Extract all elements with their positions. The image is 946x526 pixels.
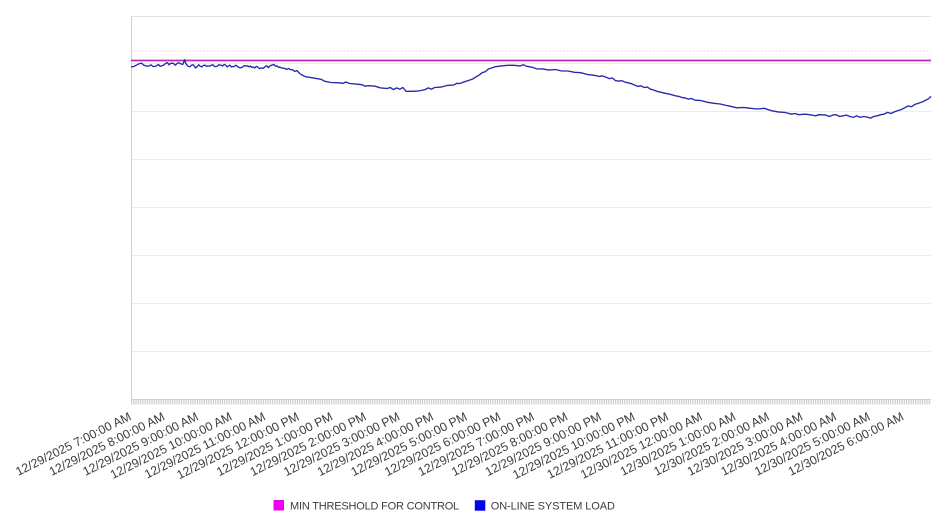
svg-text:ON-LINE SYSTEM LOAD: ON-LINE SYSTEM LOAD bbox=[491, 501, 615, 513]
svg-text:MIN THRESHOLD FOR CONTROL: MIN THRESHOLD FOR CONTROL bbox=[290, 501, 459, 513]
